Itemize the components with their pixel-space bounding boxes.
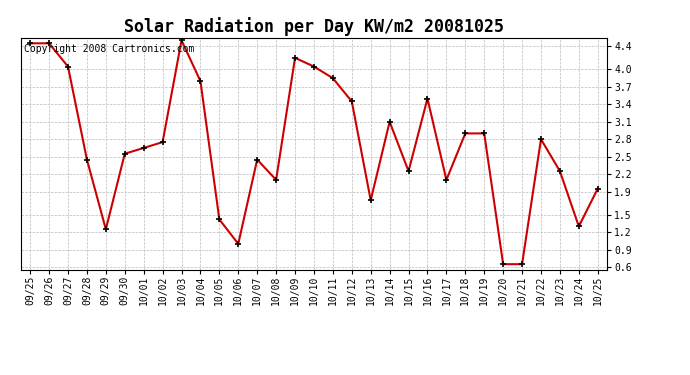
Text: Copyright 2008 Cartronics.com: Copyright 2008 Cartronics.com — [23, 45, 194, 54]
Title: Solar Radiation per Day KW/m2 20081025: Solar Radiation per Day KW/m2 20081025 — [124, 17, 504, 36]
